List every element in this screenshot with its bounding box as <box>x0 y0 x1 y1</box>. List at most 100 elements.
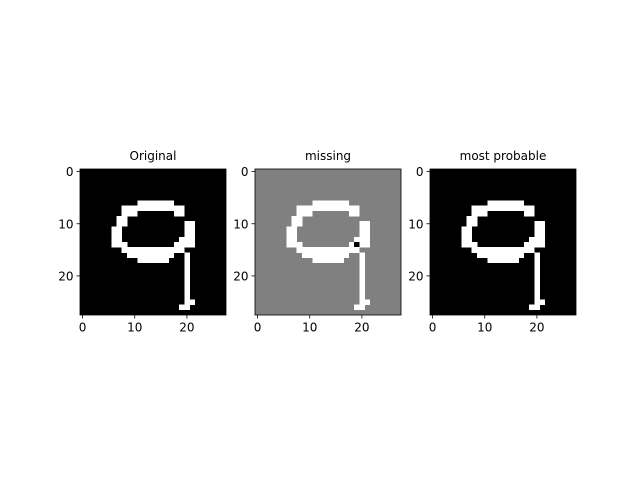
pixel-on <box>513 247 519 253</box>
pixel-on <box>153 252 159 258</box>
pixel-on <box>173 210 180 217</box>
pixel-on <box>179 247 185 253</box>
pixel-on <box>286 236 292 243</box>
pixel-on <box>529 205 535 212</box>
pixel-on <box>487 252 493 258</box>
pixel-on <box>348 210 355 217</box>
pixel-on <box>343 200 350 206</box>
image-background <box>80 169 226 315</box>
pixel-on <box>317 205 324 212</box>
x-tick-label: 20 <box>354 321 369 335</box>
pixel-on <box>343 205 350 212</box>
pixel-on <box>286 226 292 232</box>
pixel-on <box>111 231 117 238</box>
pixel-on <box>471 215 478 222</box>
pixel-on <box>534 221 540 227</box>
pixel-on <box>482 205 488 212</box>
pixel-on <box>513 257 519 264</box>
pixel-on <box>184 304 190 311</box>
axes-frame <box>429 168 577 316</box>
pixel-on <box>189 231 196 238</box>
pixel-on <box>503 252 509 258</box>
panel-original: Original 0 10 20 0 10 20 <box>58 149 227 335</box>
pixel-on <box>121 215 128 222</box>
pixel-on <box>179 205 185 212</box>
pixel-on <box>126 252 133 258</box>
pixel-on <box>328 247 334 253</box>
pixel-on <box>296 210 303 217</box>
pixel-on <box>492 247 499 253</box>
pixel-on <box>534 226 540 232</box>
image-background <box>430 169 576 315</box>
pixel-on <box>142 200 149 206</box>
pixel-on <box>142 252 149 258</box>
panel-title: Original <box>130 149 177 163</box>
pixel-on <box>466 215 473 222</box>
pixel-on <box>121 210 128 217</box>
pixel-on <box>343 252 350 258</box>
pixel-on <box>487 205 493 212</box>
pixel-on <box>163 205 169 212</box>
pixel-on <box>184 236 190 243</box>
pixel-on <box>359 294 365 300</box>
y-tick-label: 10 <box>58 217 73 231</box>
pixel-on <box>142 205 149 212</box>
pixel-on <box>296 215 303 222</box>
pixel-on <box>476 210 483 217</box>
pixel-on <box>184 231 190 238</box>
pixel-on <box>322 200 329 206</box>
pixel-on <box>286 231 292 238</box>
pixel-on <box>539 299 546 305</box>
pixel-on <box>503 257 509 264</box>
pixel-on <box>184 257 190 264</box>
pixel-on <box>173 247 180 253</box>
pixel-on <box>312 252 318 258</box>
pixel-on <box>132 210 138 217</box>
pixel-on <box>111 236 117 243</box>
pixel-on <box>338 257 344 264</box>
pixel-on <box>466 221 473 227</box>
pixel-on <box>503 200 509 206</box>
pixel-on <box>482 210 488 217</box>
pixel-on <box>158 205 164 212</box>
panel-missing: missing 0 10 20 0 10 20 <box>233 149 402 335</box>
pixel-on <box>471 221 478 227</box>
x-axis: 0 10 20 <box>79 315 195 335</box>
x-axis: 0 10 20 <box>429 315 545 335</box>
pixel-on <box>286 242 292 248</box>
pixel-on <box>497 247 504 253</box>
pixel-on <box>466 231 473 238</box>
pixel-on <box>173 242 180 248</box>
pixel-on <box>354 210 360 217</box>
pixel-on <box>534 262 540 269</box>
pixel-on <box>153 200 159 206</box>
pixel-on <box>137 205 143 212</box>
pixel-on <box>158 200 164 206</box>
pixel-on <box>348 247 355 253</box>
pixel-on <box>492 252 499 258</box>
pixel-on <box>184 288 190 295</box>
pixel-on <box>364 236 371 243</box>
pixel-on <box>333 205 339 212</box>
x-tick-label: 20 <box>179 321 194 335</box>
pixel-on <box>518 200 525 206</box>
pixel-on <box>518 247 525 253</box>
pixel-on <box>529 210 535 217</box>
pixel-on <box>312 257 318 264</box>
pixel-on <box>184 283 190 290</box>
pixel-on <box>508 252 514 258</box>
image-pixels <box>255 169 401 315</box>
y-tick-label: 0 <box>66 165 74 179</box>
pixel-on <box>328 200 334 206</box>
pixel-on <box>173 205 180 212</box>
pixel-on <box>147 200 154 206</box>
pixel-on <box>317 252 324 258</box>
pixel-on <box>111 242 117 248</box>
x-tick-label: 0 <box>429 321 437 335</box>
pixel-on <box>534 252 540 258</box>
pixel-on <box>163 247 169 253</box>
pixel-on <box>116 215 123 222</box>
pixel-on <box>317 247 324 253</box>
x-tick-label: 10 <box>477 321 492 335</box>
